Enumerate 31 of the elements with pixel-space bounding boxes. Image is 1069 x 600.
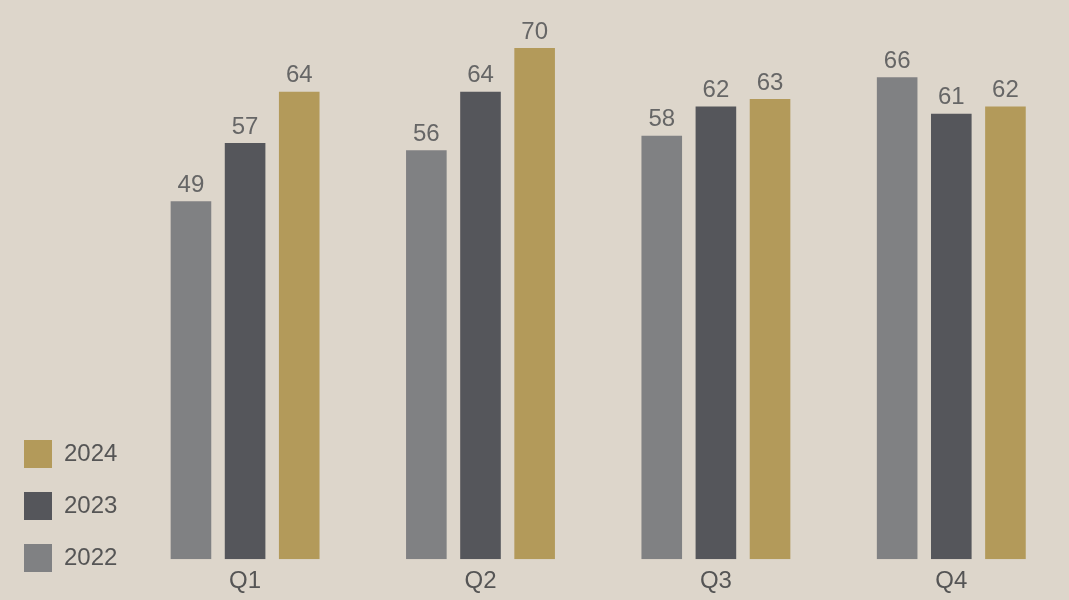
data-label: 61 <box>937 82 965 110</box>
data-label: 63 <box>756 67 784 95</box>
bar <box>641 135 683 560</box>
bar <box>278 91 320 560</box>
bar <box>170 201 212 560</box>
data-label: 58 <box>648 104 676 132</box>
data-label: 56 <box>413 118 440 146</box>
legend-label: 2023 <box>64 490 118 518</box>
x-tick-label: Q4 <box>935 566 968 594</box>
bar <box>406 150 447 560</box>
data-label: 62 <box>992 75 1019 103</box>
legend-label: 2022 <box>64 542 118 570</box>
bar <box>514 48 555 560</box>
bar <box>985 106 1026 560</box>
bar <box>460 91 501 560</box>
bar <box>876 77 918 560</box>
data-label: 49 <box>177 169 205 197</box>
data-label: 64 <box>467 60 494 88</box>
bar <box>749 99 791 560</box>
bar <box>931 113 972 560</box>
data-label: 70 <box>521 16 548 44</box>
legend-label: 2024 <box>64 438 118 466</box>
data-label: 62 <box>702 75 730 103</box>
x-tick-label: Q3 <box>699 566 732 594</box>
x-tick-label: Q2 <box>464 566 497 594</box>
data-label: 57 <box>231 111 259 139</box>
bar <box>224 142 266 560</box>
x-tick-label: Q1 <box>229 566 262 594</box>
bar <box>695 106 737 560</box>
data-label: 66 <box>883 45 911 73</box>
data-label: 64 <box>285 60 313 88</box>
